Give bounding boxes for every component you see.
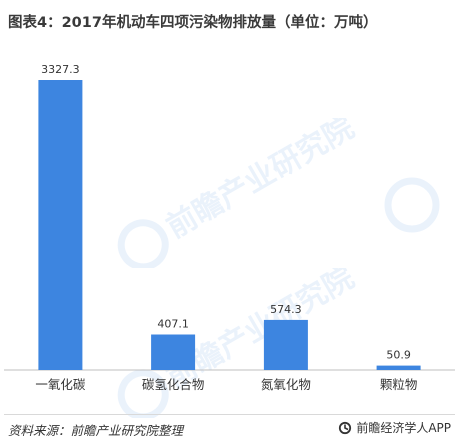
bar-2 — [151, 334, 196, 370]
category-label-3: 氮氧化物 — [261, 377, 311, 392]
source-note: 资料来源：前瞻产业研究院整理 — [8, 423, 184, 438]
category-labels-layer: 一氧化碳 碳氢化合物 氮氧化物 颗粒物 — [35, 377, 417, 392]
footer-divider — [4, 414, 455, 415]
qianzhan-logo-icon — [339, 421, 352, 434]
value-labels-layer: 3327.3 407.1 574.3 50.9 — [41, 63, 411, 362]
bar-1 — [38, 80, 83, 370]
chart-title: 图表4：2017年机动车四项污染物排放量（单位：万吨） — [8, 15, 378, 31]
bar-3 — [263, 319, 308, 370]
brand: 前瞻经济学人APP — [338, 419, 451, 436]
category-label-4: 颗粒物 — [380, 377, 418, 392]
value-label-2: 407.1 — [157, 318, 189, 331]
value-label-1: 3327.3 — [41, 63, 80, 76]
value-label-4: 50.9 — [386, 349, 411, 362]
value-label-3: 574.3 — [270, 303, 302, 316]
bar-4 — [376, 365, 421, 370]
category-label-2: 碳氢化合物 — [142, 377, 205, 392]
category-label-1: 一氧化碳 — [35, 377, 86, 392]
bars-layer — [38, 80, 421, 370]
brand-text: 前瞻经济学人APP — [356, 421, 451, 435]
